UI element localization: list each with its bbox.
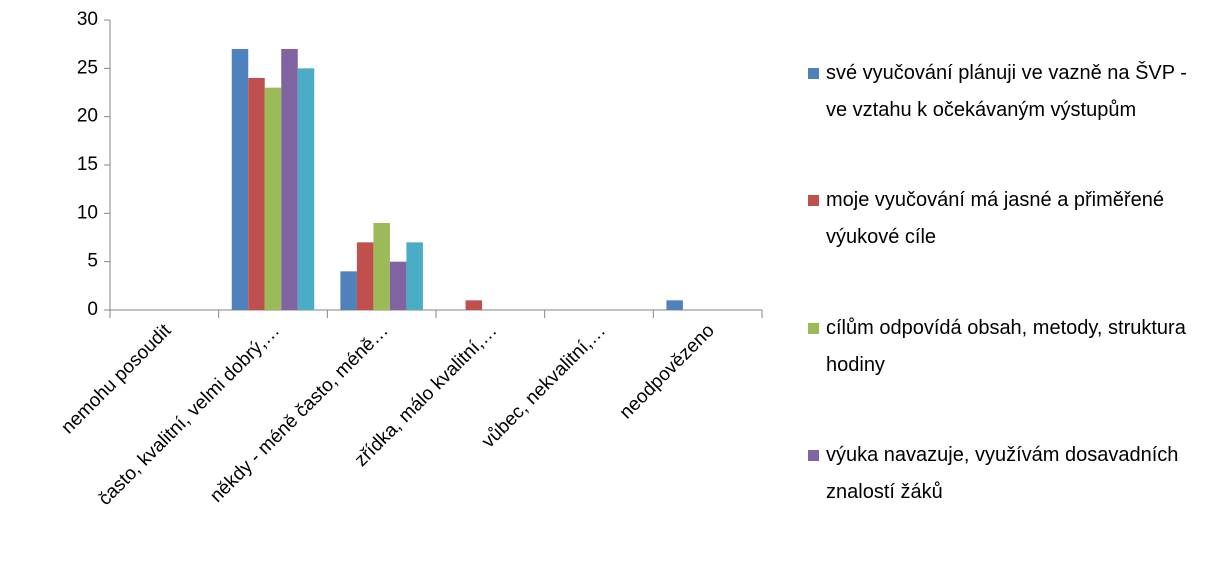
bar <box>666 300 683 310</box>
x-tick-label: někdy - méně často, méně… <box>206 320 393 507</box>
legend-item: výuka navazuje, využívám dosavadních zna… <box>808 437 1198 511</box>
y-tick-label: 25 <box>77 57 98 78</box>
legend-item: své vyučování plánuji ve vazně na ŠVP - … <box>808 55 1198 129</box>
bar <box>281 49 298 310</box>
legend-swatch <box>808 68 819 79</box>
y-tick-label: 0 <box>87 299 98 320</box>
legend-swatch <box>808 450 819 461</box>
legend-label: své vyučování plánuji ve vazně na ŠVP - … <box>826 62 1187 121</box>
bar <box>264 87 282 311</box>
legend-label: výuka navazuje, využívám dosavadních zna… <box>826 444 1179 503</box>
bar <box>406 242 423 310</box>
legend-label: moje vyučování má jasné a přiměřené výuk… <box>826 189 1164 248</box>
x-tick-label: často, kvalitní, velmi dobrý,… <box>95 320 285 510</box>
y-tick-label: 10 <box>77 202 98 223</box>
bar <box>373 223 390 310</box>
legend-item: cílům odpovídá obsah, metody, struktura … <box>808 310 1198 384</box>
legend-swatch <box>808 323 819 334</box>
bar <box>389 261 407 310</box>
x-tick-label: nemohu posoudit <box>57 320 175 438</box>
y-tick-label: 15 <box>77 154 98 175</box>
bar <box>356 242 374 310</box>
legend-label: cílům odpovídá obsah, metody, struktura … <box>826 317 1186 376</box>
x-tick-label: neodpovězeno <box>616 320 719 423</box>
bar <box>248 78 265 310</box>
x-tick-label: vůbec, nekvalitní,… <box>478 320 610 452</box>
legend-swatch <box>808 195 819 206</box>
y-tick-label: 20 <box>77 106 98 127</box>
bar <box>231 49 249 310</box>
legend-item: moje vyučování má jasné a přiměřené výuk… <box>808 182 1198 256</box>
bar <box>465 300 483 310</box>
bar <box>297 68 315 310</box>
bar <box>340 271 357 310</box>
y-tick-label: 30 <box>77 9 98 30</box>
y-tick-label: 5 <box>87 251 98 272</box>
